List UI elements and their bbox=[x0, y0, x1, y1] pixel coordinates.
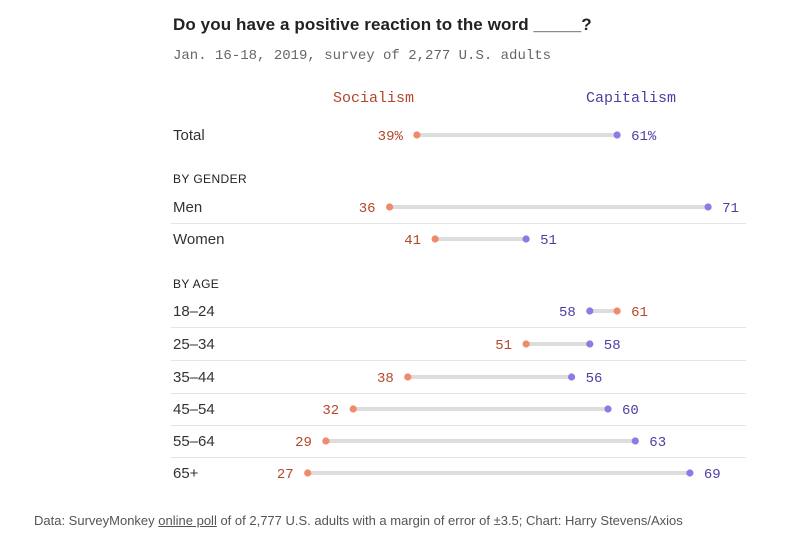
row-label-55-64: 55–64 bbox=[173, 433, 215, 450]
socialism-value-label: 51 bbox=[495, 338, 512, 354]
capitalism-dot bbox=[586, 340, 594, 348]
socialism-value-label: 38 bbox=[377, 371, 394, 387]
source-prefix: Data: SurveyMonkey bbox=[34, 513, 159, 528]
online-poll-link[interactable]: online poll bbox=[158, 513, 217, 528]
socialism-value-label: 27 bbox=[277, 467, 294, 483]
capitalism-dot bbox=[568, 373, 576, 381]
capitalism-dot bbox=[522, 235, 530, 243]
row-label-65plus: 65+ bbox=[173, 465, 199, 482]
source-note: Data: SurveyMonkey online poll of of 2,7… bbox=[34, 513, 683, 528]
chart-subtitle: Jan. 16-18, 2019, survey of 2,277 U.S. a… bbox=[173, 48, 552, 64]
socialism-dot bbox=[431, 235, 439, 243]
capitalism-dot bbox=[686, 469, 694, 477]
socialism-dot bbox=[404, 373, 412, 381]
dot-plot-chart: BY GENDER BY AGE Total 39% 61% Men 36 71 Women 41… bbox=[171, 127, 746, 483]
capitalism-dot bbox=[604, 405, 612, 413]
capitalism-value-label: 60 bbox=[622, 403, 639, 419]
capitalism-value-label: 58 bbox=[559, 305, 576, 321]
capitalism-dot bbox=[613, 131, 621, 139]
row-label-45-54: 45–54 bbox=[173, 401, 215, 418]
capitalism-value-label: 69 bbox=[704, 467, 721, 483]
capitalism-value-label: 51 bbox=[540, 233, 557, 249]
capitalism-value-label: 61% bbox=[631, 129, 657, 145]
socialism-value-label: 29 bbox=[295, 435, 312, 451]
row-label-18-24: 18–24 bbox=[173, 303, 215, 320]
socialism-dot bbox=[413, 131, 421, 139]
legend-socialism: Socialism bbox=[333, 90, 415, 107]
socialism-value-label: 32 bbox=[322, 403, 339, 419]
socialism-value-label: 61 bbox=[631, 305, 648, 321]
capitalism-value-label: 71 bbox=[722, 201, 739, 217]
capitalism-value-label: 58 bbox=[604, 338, 621, 354]
group-label-by-age: BY AGE bbox=[173, 277, 219, 291]
socialism-dot bbox=[613, 307, 621, 315]
row-label-total: Total bbox=[173, 127, 205, 144]
socialism-dot bbox=[304, 469, 312, 477]
socialism-dot bbox=[322, 437, 330, 445]
row-label-men: Men bbox=[173, 199, 202, 216]
socialism-value-label: 41 bbox=[404, 233, 421, 249]
capitalism-dot bbox=[586, 307, 594, 315]
socialism-value-label: 39% bbox=[378, 129, 404, 145]
capitalism-value-label: 56 bbox=[586, 371, 603, 387]
row-label-25-34: 25–34 bbox=[173, 336, 215, 353]
socialism-value-label: 36 bbox=[359, 201, 376, 217]
socialism-dot bbox=[522, 340, 530, 348]
capitalism-dot bbox=[631, 437, 639, 445]
source-suffix: of of 2,777 U.S. adults with a margin of… bbox=[216, 513, 683, 528]
row-label-women: Women bbox=[173, 231, 224, 248]
capitalism-value-label: 63 bbox=[649, 435, 666, 451]
legend-capitalism: Capitalism bbox=[586, 90, 677, 107]
socialism-dot bbox=[386, 203, 394, 211]
socialism-dot bbox=[349, 405, 357, 413]
chart-title: Do you have a positive reaction to the w… bbox=[173, 15, 592, 34]
group-label-by-gender: BY GENDER bbox=[173, 172, 247, 186]
row-label-35-44: 35–44 bbox=[173, 369, 215, 386]
capitalism-dot bbox=[704, 203, 712, 211]
